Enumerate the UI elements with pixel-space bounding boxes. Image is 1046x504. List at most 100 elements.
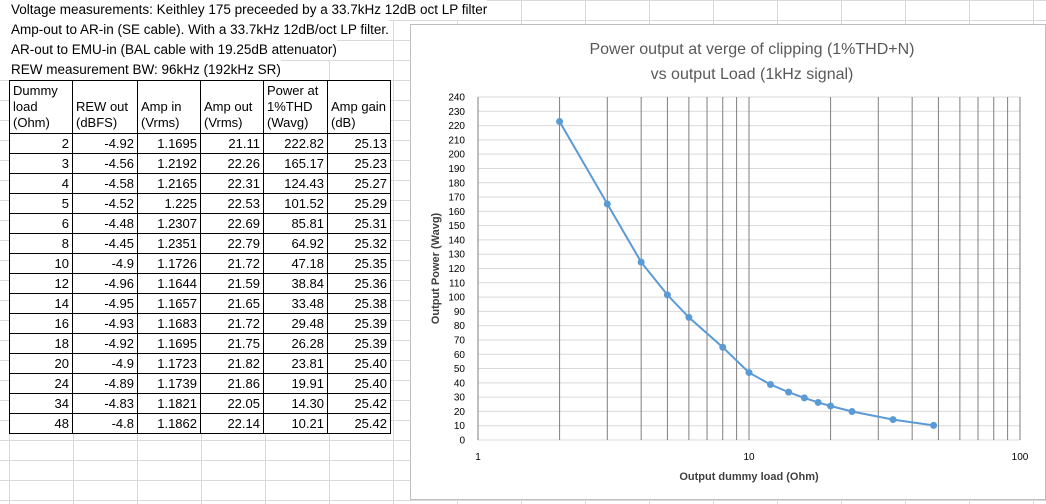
- table-cell[interactable]: 21.72: [200, 313, 264, 334]
- table-cell[interactable]: 24: [9, 373, 73, 394]
- table-cell[interactable]: -4.52: [72, 193, 138, 214]
- table-cell[interactable]: 25.35: [327, 253, 391, 274]
- table-cell[interactable]: 25.36: [327, 273, 391, 294]
- table-cell[interactable]: 38.84: [263, 273, 328, 294]
- table-cell[interactable]: -4.48: [72, 213, 138, 234]
- table-cell[interactable]: 8: [9, 233, 73, 254]
- table-cell[interactable]: 165.17: [263, 153, 328, 174]
- table-cell[interactable]: 12: [9, 273, 73, 294]
- table-cell[interactable]: 14: [9, 293, 73, 314]
- table-cell[interactable]: -4.96: [72, 273, 138, 294]
- table-cell[interactable]: 25.38: [327, 293, 391, 314]
- table-cell[interactable]: 1.1723: [137, 353, 201, 374]
- table-row: 20 -4.9 1.1723 21.82 23.81 25.40: [9, 353, 391, 374]
- header-amp-out[interactable]: Amp out (Vrms): [200, 80, 264, 134]
- table-cell[interactable]: 3: [9, 153, 73, 174]
- table-cell[interactable]: -4.92: [72, 133, 138, 154]
- table-cell[interactable]: 16: [9, 313, 73, 334]
- table-cell[interactable]: -4.56: [72, 153, 138, 174]
- table-cell[interactable]: 85.81: [263, 213, 328, 234]
- table-cell[interactable]: -4.95: [72, 293, 138, 314]
- table-cell[interactable]: 21.75: [200, 333, 264, 354]
- table-cell[interactable]: 48: [9, 413, 73, 434]
- table-cell[interactable]: 64.92: [263, 233, 328, 254]
- table-cell[interactable]: 20: [9, 353, 73, 374]
- chart-svg: Power output at verge of clipping (1%THD…: [430, 41, 1029, 483]
- table-cell[interactable]: 21.86: [200, 373, 264, 394]
- table-cell[interactable]: 23.81: [263, 353, 328, 374]
- table-cell[interactable]: 1.2165: [137, 173, 201, 194]
- table-cell[interactable]: 4: [9, 173, 73, 194]
- table-cell[interactable]: 19.91: [263, 373, 328, 394]
- table-cell[interactable]: 25.23: [327, 153, 391, 174]
- table-cell[interactable]: 25.40: [327, 373, 391, 394]
- header-amp-in[interactable]: Amp in (Vrms): [137, 80, 201, 134]
- table-cell[interactable]: 1.1644: [137, 273, 201, 294]
- table-cell[interactable]: 22.05: [200, 393, 264, 414]
- table-cell[interactable]: 22.26: [200, 153, 264, 174]
- table-cell[interactable]: 33.48: [263, 293, 328, 314]
- table-cell[interactable]: 2: [9, 133, 73, 154]
- table-cell[interactable]: 1.2307: [137, 213, 201, 234]
- table-cell[interactable]: -4.89: [72, 373, 138, 394]
- table-cell[interactable]: 1.225: [137, 193, 201, 214]
- table-cell[interactable]: 1.2351: [137, 233, 201, 254]
- table-cell[interactable]: -4.93: [72, 313, 138, 334]
- table-cell[interactable]: 25.42: [327, 413, 391, 434]
- table-cell[interactable]: 22.14: [200, 413, 264, 434]
- table-cell[interactable]: 1.1821: [137, 393, 201, 414]
- table-cell[interactable]: 22.53: [200, 193, 264, 214]
- table-cell[interactable]: -4.9: [72, 253, 138, 274]
- table-cell[interactable]: 21.59: [200, 273, 264, 294]
- table-cell[interactable]: -4.45: [72, 233, 138, 254]
- table-cell[interactable]: 34: [9, 393, 73, 414]
- power-chart[interactable]: Power output at verge of clipping (1%THD…: [410, 24, 1046, 500]
- table-cell[interactable]: -4.92: [72, 333, 138, 354]
- table-cell[interactable]: 25.13: [327, 133, 391, 154]
- table-cell[interactable]: 25.39: [327, 333, 391, 354]
- table-cell[interactable]: 14.30: [263, 393, 328, 414]
- table-cell[interactable]: 25.42: [327, 393, 391, 414]
- table-cell[interactable]: 22.79: [200, 233, 264, 254]
- table-cell[interactable]: 25.39: [327, 313, 391, 334]
- table-cell[interactable]: 222.82: [263, 133, 328, 154]
- table-cell[interactable]: 21.72: [200, 253, 264, 274]
- table-cell[interactable]: 25.40: [327, 353, 391, 374]
- table-cell[interactable]: 25.27: [327, 173, 391, 194]
- table-cell[interactable]: 1.1695: [137, 333, 201, 354]
- table-cell[interactable]: 101.52: [263, 193, 328, 214]
- table-cell[interactable]: 10: [9, 253, 73, 274]
- table-cell[interactable]: 10.21: [263, 413, 328, 434]
- table-cell[interactable]: 1.1683: [137, 313, 201, 334]
- table-cell[interactable]: 21.11: [200, 133, 264, 154]
- table-cell[interactable]: 25.29: [327, 193, 391, 214]
- table-cell[interactable]: 29.48: [263, 313, 328, 334]
- table-cell[interactable]: 25.31: [327, 213, 391, 234]
- header-rew-out[interactable]: REW out (dBFS): [72, 80, 138, 134]
- table-cell[interactable]: 22.31: [200, 173, 264, 194]
- table-cell[interactable]: 6: [9, 213, 73, 234]
- table-cell[interactable]: 1.1862: [137, 413, 201, 434]
- table-cell[interactable]: 18: [9, 333, 73, 354]
- table-cell[interactable]: 26.28: [263, 333, 328, 354]
- table-cell[interactable]: 1.1657: [137, 293, 201, 314]
- table-cell[interactable]: 1.1695: [137, 133, 201, 154]
- table-cell[interactable]: 124.43: [263, 173, 328, 194]
- table-cell[interactable]: 47.18: [263, 253, 328, 274]
- table-cell[interactable]: -4.83: [72, 393, 138, 414]
- table-cell[interactable]: 1.2192: [137, 153, 201, 174]
- table-cell[interactable]: -4.8: [72, 413, 138, 434]
- table-cell[interactable]: 5: [9, 193, 73, 214]
- table-cell[interactable]: -4.58: [72, 173, 138, 194]
- y-tick-label: 140: [448, 235, 465, 246]
- header-amp-gain[interactable]: Amp gain (dB): [327, 80, 391, 134]
- table-cell[interactable]: 21.82: [200, 353, 264, 374]
- table-cell[interactable]: 25.32: [327, 233, 391, 254]
- table-cell[interactable]: 1.1739: [137, 373, 201, 394]
- table-cell[interactable]: 1.1726: [137, 253, 201, 274]
- table-cell[interactable]: -4.9: [72, 353, 138, 374]
- header-power[interactable]: Power at 1%THD (Wavg): [263, 80, 328, 134]
- header-dummy-load[interactable]: Dummy load (Ohm): [9, 80, 73, 134]
- table-cell[interactable]: 21.65: [200, 293, 264, 314]
- table-cell[interactable]: 22.69: [200, 213, 264, 234]
